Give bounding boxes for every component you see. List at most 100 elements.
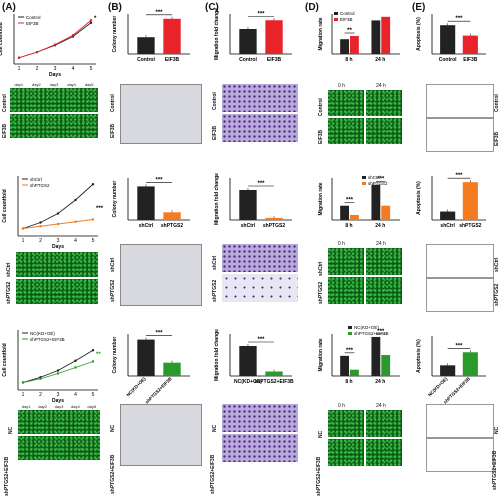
- growth-images-row3: [18, 410, 100, 460]
- bar: [340, 205, 349, 220]
- sig-label: ***: [377, 329, 385, 335]
- data-point: [91, 349, 95, 352]
- day-labels-row1: day1 day2 day3 day4 day5: [10, 82, 98, 88]
- bar: [462, 352, 478, 376]
- bar: [440, 211, 456, 220]
- data-point: [56, 369, 60, 372]
- bar: [239, 346, 257, 376]
- bar: [371, 184, 381, 220]
- flow-hist-row1-ctrl: [426, 84, 494, 118]
- row2-exp-label: shPTGS2: [6, 281, 12, 304]
- data-point: [39, 225, 42, 228]
- y-axis-label: Cell countfold: [0, 22, 4, 55]
- sig-label: ***: [346, 198, 354, 204]
- legend-label: NC(KD+OE): [30, 331, 55, 336]
- x-tick-label: shCtrl: [440, 223, 455, 229]
- x-tick-label: 1: [22, 238, 25, 244]
- flow-hist-row1-exp: [426, 118, 494, 152]
- data-point: [17, 56, 21, 59]
- x-tick-label: 8 h: [345, 223, 352, 229]
- legend-label: NC(KD+OE): [354, 325, 379, 330]
- x-tick-label: 4: [74, 238, 77, 244]
- series-line: [18, 22, 92, 59]
- x-tick-label: shCtrl: [139, 223, 154, 229]
- bar: [265, 371, 283, 376]
- legend-label: shPTGS2+EIF3B: [354, 331, 389, 336]
- wound-row3-ctrl: NC: [318, 430, 324, 438]
- flow-hist-row3-ctrl: [426, 404, 494, 438]
- x-tick-label: 8 h: [345, 57, 352, 63]
- x-tick-label: 3: [57, 238, 60, 244]
- bar: [163, 212, 181, 220]
- legend-swatch: [362, 176, 366, 179]
- data-point: [91, 360, 95, 363]
- panel-label-d: (D): [305, 2, 319, 13]
- row1-exp-label: EIF3B: [2, 123, 8, 138]
- day-label: day4: [71, 404, 80, 409]
- x-tick-label: 24 h: [375, 57, 385, 63]
- day-label: day5: [87, 404, 97, 409]
- x-tick-label: Control: [239, 57, 257, 63]
- bar: [381, 16, 391, 54]
- x-tick-label: 4: [72, 66, 75, 72]
- colony-row1-ctrl: Control: [110, 94, 116, 112]
- flow-hist-row2-exp: [426, 278, 494, 312]
- panel-label-a: (A): [2, 2, 16, 13]
- bar: [163, 18, 181, 54]
- y-axis-label: Migration rate: [318, 182, 324, 215]
- x-tick-label: 8 h: [345, 379, 352, 385]
- series-line: [22, 183, 94, 229]
- flow-row3-ctrl: NC: [494, 426, 500, 434]
- wound-h24-row3: 24 h: [376, 403, 386, 409]
- y-axis-label: Migration fold change: [214, 8, 220, 60]
- wound-row2-ctrl: shCtrl: [318, 261, 324, 276]
- x-tick-label: shCtrl: [241, 223, 256, 229]
- wound-row2-exp: shPTGS2: [318, 281, 324, 304]
- x-tick-label: shPTGS2: [161, 223, 183, 229]
- sig-label: ***: [455, 343, 463, 349]
- colony-row2-ctrl: shCtrl: [110, 257, 116, 272]
- bar: [381, 205, 391, 220]
- x-tick-label: Control: [439, 57, 457, 63]
- wound-h0-row2: 0 h: [338, 241, 345, 247]
- sig-label: ***: [455, 173, 463, 179]
- legend-swatch: [348, 332, 352, 335]
- flow-row1-ctrl: Control: [494, 94, 500, 112]
- wound-h0-row3: 0 h: [338, 403, 345, 409]
- y-axis-label: Migration fold change: [214, 173, 220, 225]
- colony-row2-exp: shPTGS2: [110, 279, 116, 302]
- x-tick-label: EIF3B: [165, 57, 180, 63]
- legend-label: shPTGS2: [30, 183, 50, 188]
- wound-row3-exp: shPTGS2+EIF3B: [316, 456, 322, 496]
- sig-label: ***: [155, 10, 163, 16]
- data-point: [74, 220, 77, 223]
- data-point: [39, 221, 42, 224]
- data-point: [21, 381, 25, 384]
- data-point: [39, 377, 42, 380]
- migration-img-row1-exp: [222, 114, 298, 142]
- x-tick-label: 4: [74, 392, 77, 398]
- sig-label: ***: [155, 177, 163, 183]
- x-axis-label: Days: [52, 244, 64, 250]
- legend-swatch: [362, 182, 366, 185]
- bar: [462, 35, 478, 54]
- x-tick-label: 24 h: [375, 223, 385, 229]
- flow-row2-ctrl: shCtrl: [494, 257, 500, 272]
- x-tick-label: NC(KD+OE): [234, 379, 262, 385]
- colony-row3-exp: shPTGS2+EIF3B: [110, 454, 116, 494]
- y-axis-label: Apoptosis (%): [416, 181, 422, 215]
- bar: [381, 355, 391, 376]
- sig-label: ***: [257, 181, 265, 187]
- wound-row1-ctrl: Control: [318, 98, 324, 116]
- bar: [340, 355, 349, 376]
- y-axis-label: Colony number: [112, 337, 118, 374]
- x-tick-label: shPTGS2: [263, 223, 285, 229]
- x-tick-label: EIF3B: [267, 57, 282, 63]
- data-point: [74, 359, 77, 362]
- bar: [350, 214, 359, 220]
- wound-h0-row1: 0 h: [338, 83, 345, 89]
- row3-ctrl-label: NC: [8, 426, 14, 434]
- x-tick-label: NC(KD+OE): [125, 376, 147, 398]
- bar: [137, 37, 155, 54]
- data-point: [74, 198, 77, 202]
